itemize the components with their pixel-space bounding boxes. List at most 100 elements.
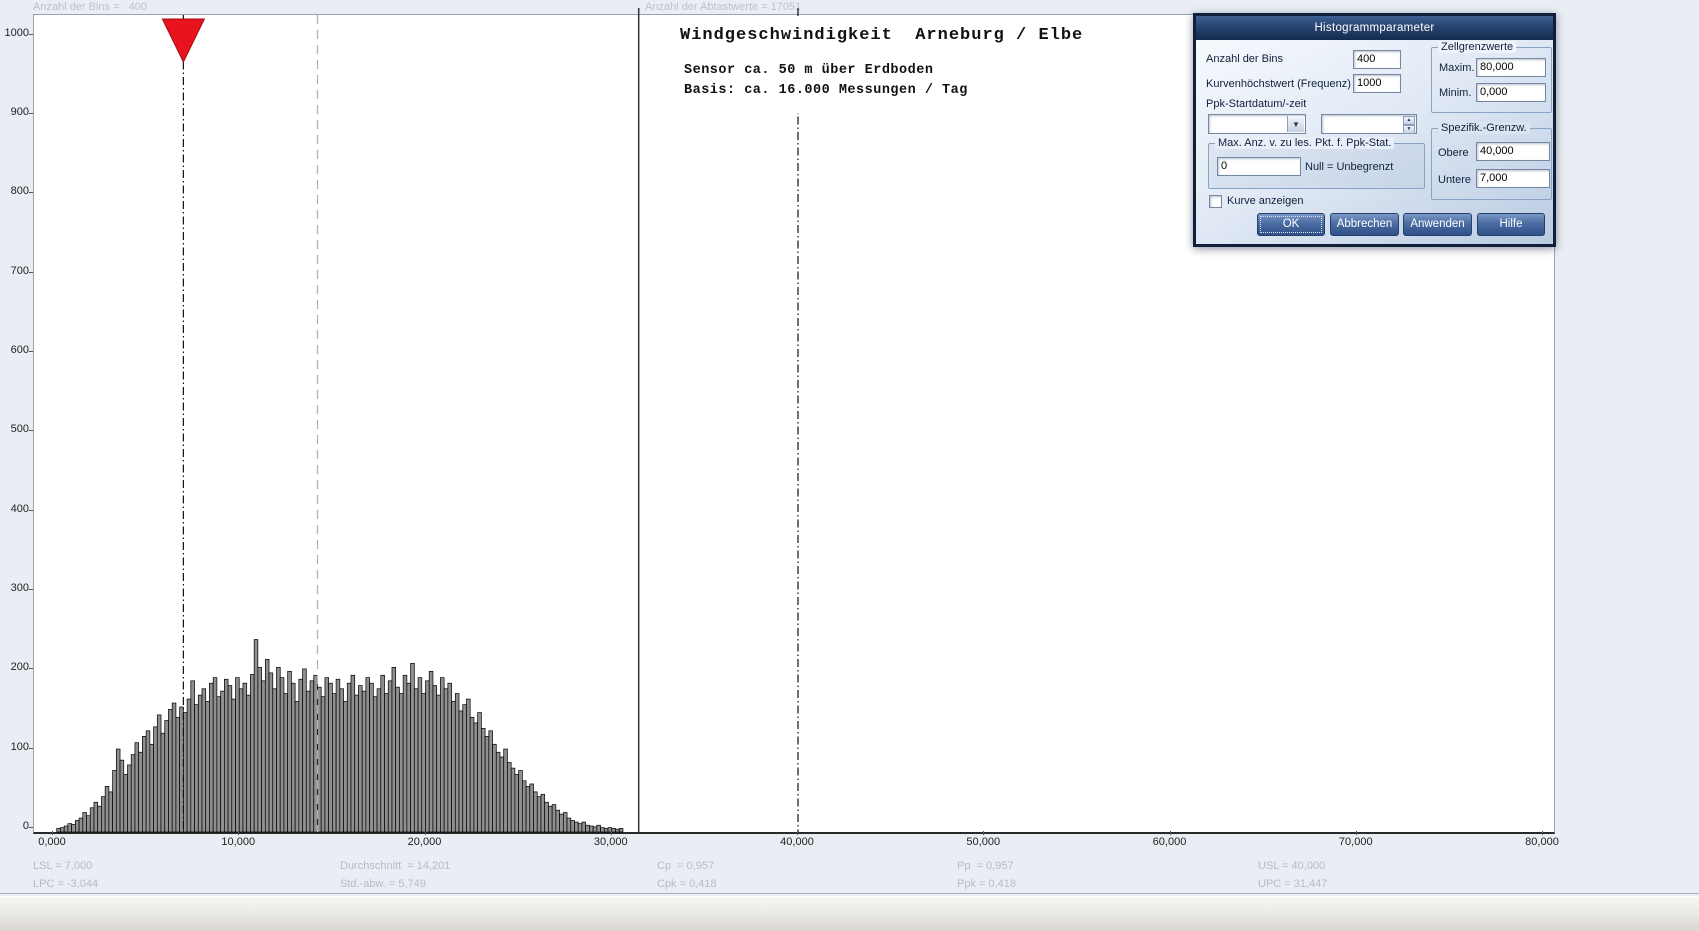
y-tick-mark — [29, 192, 33, 194]
max-points-group: Max. Anz. v. zu les. Pkt. f. Ppk-Stat. 0… — [1208, 137, 1425, 189]
y-tick-label: 600 — [10, 343, 29, 356]
y-tick-label: 700 — [10, 264, 29, 277]
histogram-bar — [67, 823, 72, 833]
spec-upper-input[interactable]: 40,000 — [1476, 142, 1550, 161]
y-tick-mark — [29, 588, 33, 590]
histogram-bar — [97, 805, 102, 833]
histogram-bar — [447, 682, 452, 833]
cell-min-label: Minim. — [1439, 87, 1472, 99]
apply-button[interactable]: Anwenden — [1403, 213, 1472, 236]
help-button[interactable]: Hilfe — [1477, 213, 1545, 236]
cell-max-label: Maxim. — [1439, 62, 1475, 74]
histogram-bar — [566, 817, 572, 833]
histogram-bar — [190, 680, 195, 833]
spec-lower-label: Untere — [1438, 174, 1472, 186]
histogram-bar — [518, 770, 523, 833]
histogram-bar — [272, 688, 277, 833]
histogram-bar — [428, 670, 434, 833]
histogram-parameters-dialog: Histogrammparameter Anzahl der Bins 400 … — [1193, 13, 1556, 247]
histogram-bar — [115, 748, 121, 833]
histogram-bar — [335, 678, 341, 833]
datetime-toolbar: 04.06.2022 00:00:00 ▲▼ ►◄ ◄► 1 0:00:00 ▼… — [0, 896, 1699, 931]
histogram-bar — [145, 730, 151, 833]
histogram-bar — [581, 821, 587, 833]
dialog-body: Anzahl der Bins 400 Kurvenhöchstwert (Fr… — [1196, 40, 1553, 244]
histogram-bar — [373, 696, 378, 833]
histogram-bar — [104, 786, 110, 833]
histogram-bar — [224, 678, 229, 833]
histogram-bar — [443, 688, 449, 833]
histogram-bar — [421, 693, 426, 833]
ppk-time-spinbox[interactable]: 00:00:00 ▲▼ — [1321, 114, 1417, 148]
spin-up-icon[interactable]: ▲ — [1403, 116, 1415, 125]
bins-input[interactable]: 400 — [1353, 50, 1401, 69]
x-tick-label: 0,000 — [38, 836, 66, 848]
histogram-bar — [484, 736, 490, 833]
cell-max-input[interactable]: 80,000 — [1476, 58, 1546, 77]
histogram-bar — [600, 827, 605, 833]
histogram-bar — [216, 696, 221, 833]
histogram-bar — [309, 680, 315, 833]
y-tick-label: 1000 — [4, 26, 29, 39]
histogram-bar — [525, 786, 531, 833]
y-tick-label: 0 — [22, 820, 29, 832]
histogram-bar — [212, 677, 218, 833]
histogram-bar — [119, 759, 125, 833]
histogram-bar — [63, 825, 69, 833]
chevron-down-icon[interactable]: ▼ — [1287, 116, 1304, 132]
histogram-bar — [440, 677, 445, 833]
histogram-bar — [205, 701, 210, 833]
ok-button[interactable]: OK — [1257, 213, 1325, 236]
show-curve-checkbox[interactable] — [1209, 195, 1222, 208]
time-spinner[interactable]: ▲ ▼ — [1403, 116, 1415, 134]
histogram-bar — [380, 674, 385, 833]
histogram-bar — [171, 702, 177, 833]
y-tick-mark — [29, 112, 33, 114]
stat-top-1: Durchschnitt = 14,201 — [340, 860, 451, 872]
histogram-bar — [60, 827, 65, 833]
histogram-bar — [495, 751, 501, 833]
histogram-bar — [615, 828, 620, 833]
histogram-bar — [577, 823, 583, 833]
histogram-bar — [294, 701, 300, 833]
histogram-bar — [346, 682, 352, 833]
ppk-date-combobox[interactable]: 01.01.2022 ▼ — [1208, 114, 1306, 148]
y-tick-label: 300 — [10, 581, 29, 594]
histogram-bar — [596, 824, 601, 833]
cancel-button[interactable]: Abbrechen — [1330, 213, 1399, 236]
lsl-marker-icon — [161, 18, 206, 64]
max-points-input[interactable]: 0 — [1217, 157, 1301, 176]
histogram-bar — [555, 809, 560, 833]
histogram-bar — [559, 813, 564, 833]
dialog-titlebar[interactable]: Histogrammparameter — [1196, 16, 1553, 40]
spec-lower-input[interactable]: 7,000 — [1476, 169, 1550, 188]
spin-down-icon[interactable]: ▼ — [1403, 125, 1415, 134]
histogram-bar — [89, 807, 95, 833]
histogram-bar — [391, 666, 397, 833]
x-tick-mark — [983, 831, 985, 835]
histogram-bar — [276, 666, 281, 833]
histogram-bar — [529, 783, 534, 833]
histogram-bar — [522, 780, 527, 833]
histogram-bar — [324, 677, 329, 833]
histogram-bar — [358, 685, 363, 833]
histogram-bar — [533, 791, 538, 833]
histogram-bar — [369, 682, 374, 833]
y-tick-label: 100 — [10, 740, 29, 753]
x-tick-mark — [52, 831, 53, 835]
histogram-bar — [302, 668, 307, 833]
histogram-bar — [611, 828, 616, 833]
histogram-bar — [361, 690, 367, 833]
histogram-bar — [123, 774, 128, 833]
histogram-bar — [436, 694, 441, 833]
peak-input[interactable]: 1000 — [1353, 74, 1401, 93]
histogram-bar — [201, 688, 207, 833]
cell-min-input[interactable]: 0,000 — [1476, 83, 1546, 102]
histogram-bar — [451, 701, 456, 833]
y-tick-label: 800 — [10, 185, 29, 198]
x-tick-mark — [1355, 831, 1357, 835]
histogram-bar — [86, 815, 91, 833]
histogram-bar — [298, 678, 303, 833]
histogram-bar — [562, 812, 568, 833]
histogram-bar — [231, 698, 236, 833]
